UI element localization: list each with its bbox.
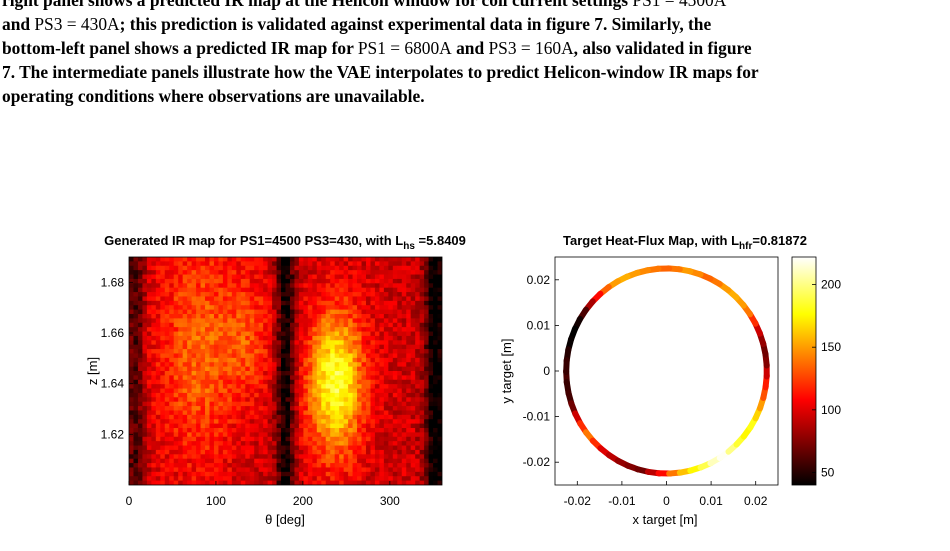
heatmap-ytick-label: 1.68 bbox=[101, 275, 125, 289]
ring-segment bbox=[563, 357, 570, 376]
caption-line3-e: , also validated in figure bbox=[573, 38, 752, 58]
heatmap-xlabel: θ [deg] bbox=[265, 512, 305, 527]
heatmap-frame bbox=[128, 256, 443, 486]
colorbar: 200 150 100 50 bbox=[791, 256, 841, 486]
colorbar-gradient bbox=[791, 256, 817, 486]
ring-xtick-label: -0.01 bbox=[608, 494, 636, 508]
heatmap-panel: Generated IR map for PS1=4500 PS3=430, w… bbox=[85, 233, 466, 527]
colorbar-tick-label: 150 bbox=[821, 340, 841, 354]
heatmap-ylabel: z [m] bbox=[85, 357, 100, 385]
heatmap-xtick-label: 0 bbox=[126, 494, 133, 508]
ring-frame bbox=[554, 256, 779, 486]
heatmap-ytick-label: 1.64 bbox=[101, 377, 125, 391]
colorbar-tick-label: 200 bbox=[821, 278, 841, 292]
caption-ps1b: PS1 = 6800A bbox=[357, 38, 452, 58]
caption-line4: 7. The intermediate panels illustrate ho… bbox=[2, 62, 759, 82]
heatmap-cells bbox=[129, 257, 442, 485]
heatmap-title: Generated IR map for PS1=4500 PS3=430, w… bbox=[104, 233, 466, 252]
caption-line3-c: and bbox=[451, 38, 489, 58]
caption-line2-c: ; this prediction is validated against e… bbox=[119, 14, 712, 34]
ring-xtick-label: 0.01 bbox=[699, 494, 723, 508]
ring-ytick-label: 0.01 bbox=[527, 318, 551, 332]
heatmap-xtick-label: 200 bbox=[293, 494, 313, 508]
ring-ytick-label: -0.01 bbox=[523, 410, 551, 424]
caption-line2-a: and bbox=[2, 14, 35, 34]
ring-segments bbox=[563, 265, 770, 477]
heatmap-ytick-label: 1.62 bbox=[101, 427, 125, 441]
heatmap-ytick-label: 1.66 bbox=[101, 326, 125, 340]
heatmap-xtick-label: 300 bbox=[380, 494, 400, 508]
colorbar-tick-label: 50 bbox=[821, 465, 835, 479]
ring-xtick-label: -0.02 bbox=[564, 494, 592, 508]
caption-ps3: PS3 = 430A bbox=[34, 14, 120, 34]
heatmap-xtick-label: 100 bbox=[206, 494, 226, 508]
ring-panel: Target Heat-Flux Map, with Lhfr=0.81872 … bbox=[499, 233, 807, 527]
caption-ps1: PS1 = 4500A bbox=[632, 0, 727, 10]
ring-ylabel: y target [m] bbox=[499, 338, 514, 403]
colorbar-tick-label: 100 bbox=[821, 403, 841, 417]
caption-line1-a: right panel shows a predicted IR map at … bbox=[2, 0, 633, 10]
ring-ytick-label: 0.02 bbox=[527, 273, 551, 287]
ring-ytick-label: -0.02 bbox=[523, 455, 551, 469]
ring-ytick-label: 0 bbox=[543, 364, 550, 378]
caption-line3-a: bottom-left panel shows a predicted IR m… bbox=[2, 38, 358, 58]
ring-title: Target Heat-Flux Map, with Lhfr=0.81872 bbox=[563, 233, 807, 252]
ring-xtick-label: 0 bbox=[663, 494, 670, 508]
caption-line5: operating conditions where observations … bbox=[2, 86, 425, 106]
ring-xtick-label: 0.02 bbox=[744, 494, 768, 508]
ring-xlabel: x target [m] bbox=[632, 512, 697, 527]
caption-ps3b: PS3 = 160A bbox=[488, 38, 574, 58]
figure-caption: right panel shows a predicted IR map at … bbox=[2, 0, 944, 108]
